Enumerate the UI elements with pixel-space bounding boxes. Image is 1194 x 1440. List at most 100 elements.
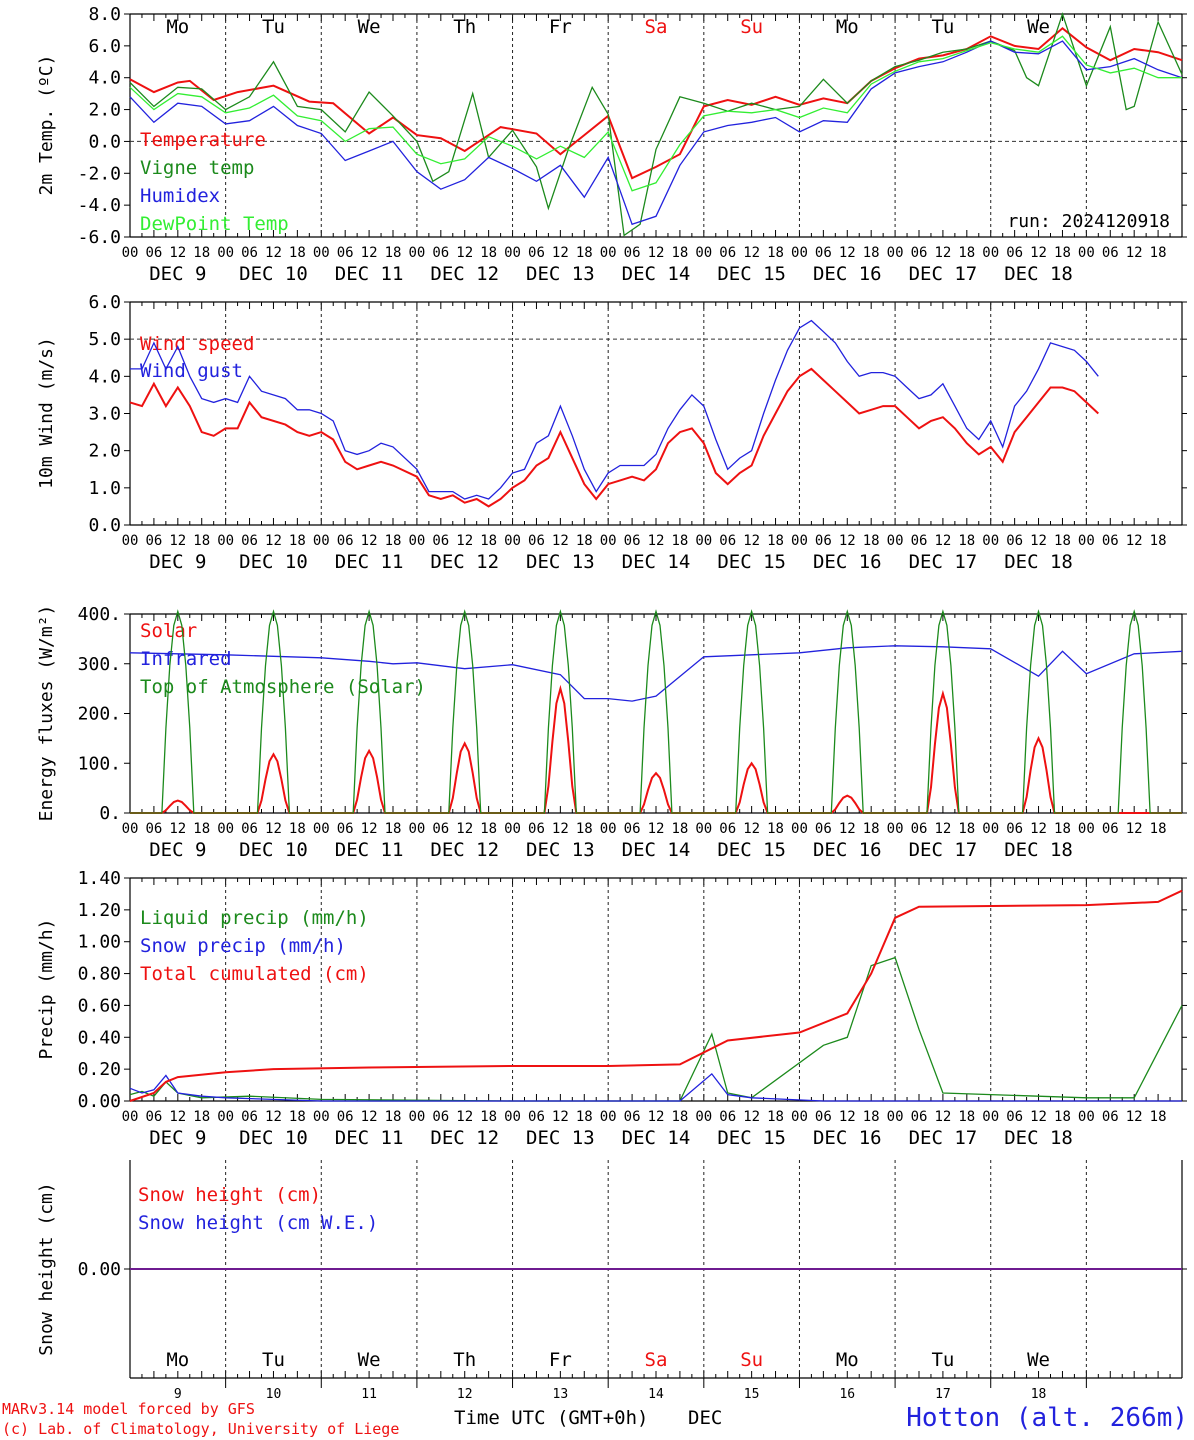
hour-tick-label: 00 — [887, 533, 904, 549]
panel-5: 0.00 Snow height (cm) Snow height (cm) Snow… — [36, 1160, 1187, 1402]
hour-tick-label: 12 — [1126, 533, 1143, 549]
hour-tick-label: 00 — [313, 1109, 330, 1125]
x-axis-unit: DEC — [688, 1407, 722, 1429]
day-name: Sa — [645, 16, 668, 38]
y-tick-label: 0.40 — [78, 1027, 121, 1048]
hour-tick-label: 00 — [695, 1109, 712, 1125]
date-label: DEC 13 — [526, 1127, 595, 1149]
hour-tick-label: 12 — [839, 245, 856, 261]
date-label: DEC 12 — [430, 839, 499, 861]
hour-tick-label: 12 — [1030, 821, 1047, 837]
hour-tick-label: 18 — [767, 821, 784, 837]
hour-tick-label: 06 — [719, 1109, 736, 1125]
hour-tick-label: 06 — [1006, 533, 1023, 549]
date-label: DEC 17 — [909, 1127, 978, 1149]
hour-tick-label: 18 — [1150, 1109, 1167, 1125]
hour-tick-label: 00 — [217, 1109, 234, 1125]
hour-tick-label: 18 — [1054, 1109, 1071, 1125]
hour-tick-label: 12 — [169, 245, 186, 261]
legend-entry: Snow height (cm W.E.) — [138, 1212, 378, 1234]
run-label: run: 2024120918 — [1007, 211, 1170, 232]
panel-1: -6.0 -4.0 -2.0 0.0 2.0 4.0 6.0 8.0 2m Temp. (ºC)… — [36, 4, 1187, 285]
series-line-liquid-precip-mm-h- — [129, 956, 1183, 1102]
hour-tick-label: 12 — [743, 1109, 760, 1125]
hour-tick-label: 18 — [193, 245, 210, 261]
hour-tick-label: 18 — [958, 245, 975, 261]
hour-tick-label: 12 — [839, 821, 856, 837]
hour-tick-label: 00 — [313, 821, 330, 837]
hour-tick-label: 18 — [576, 1109, 593, 1125]
series-line-vigne-temp — [129, 11, 1183, 237]
legend-entry: Humidex — [140, 185, 220, 207]
hour-tick-label: 06 — [815, 245, 832, 261]
model-credit-line1: MARv3.14 model forced by GFS — [2, 1400, 255, 1418]
hour-tick-label: 06 — [432, 245, 449, 261]
hour-tick-label: 06 — [815, 1109, 832, 1125]
legend-entry: Solar — [140, 620, 197, 642]
date-label: DEC 12 — [430, 263, 499, 285]
y-tick-label: 200. — [78, 704, 121, 725]
date-label: DEC 16 — [813, 839, 882, 861]
date-label: DEC 14 — [622, 839, 691, 861]
hour-tick-label: 06 — [241, 533, 258, 549]
date-label: DEC 11 — [335, 551, 404, 573]
hour-tick-label: 12 — [265, 245, 282, 261]
day-number: 18 — [1031, 1387, 1047, 1402]
hour-tick-label: 12 — [934, 245, 951, 261]
series-line-wind-gust — [130, 319, 1099, 500]
series-line-solar — [130, 684, 1182, 814]
hour-tick-label: 18 — [480, 245, 497, 261]
hour-tick-label: 06 — [1102, 821, 1119, 837]
hour-tick-label: 18 — [480, 821, 497, 837]
model-credit-line2: (c) Lab. of Climatology, University of L… — [2, 1420, 399, 1438]
hour-tick-label: 00 — [695, 245, 712, 261]
y-tick-label: 0. — [99, 803, 121, 824]
hour-tick-label: 18 — [385, 821, 402, 837]
day-number: 13 — [553, 1387, 569, 1402]
hour-tick-label: 00 — [600, 533, 617, 549]
hour-tick-label: 18 — [1054, 821, 1071, 837]
y-tick-label: 6.0 — [88, 36, 121, 57]
hour-tick-label: 12 — [648, 1109, 665, 1125]
hour-tick-label: 06 — [1006, 1109, 1023, 1125]
date-label: DEC 18 — [1004, 1127, 1073, 1149]
y-axis-label: 2m Temp. (ºC) — [36, 55, 57, 196]
day-name: We — [1027, 1349, 1050, 1371]
hour-tick-label: 00 — [504, 821, 521, 837]
date-label: DEC 10 — [239, 839, 308, 861]
y-tick-label: 4.0 — [88, 366, 121, 387]
hour-tick-label: 18 — [863, 821, 880, 837]
hour-tick-label: 12 — [552, 245, 569, 261]
day-number: 17 — [935, 1387, 951, 1402]
day-number: 10 — [266, 1387, 282, 1402]
day-name: Mo — [836, 1349, 859, 1371]
hour-tick-label: 12 — [1126, 1109, 1143, 1125]
hour-tick-label: 06 — [815, 821, 832, 837]
day-number: 11 — [361, 1387, 377, 1402]
hour-tick-label: 18 — [767, 1109, 784, 1125]
hour-tick-label: 18 — [1150, 245, 1167, 261]
date-label: DEC 18 — [1004, 551, 1073, 573]
series-line-dewpoint-temp — [129, 35, 1182, 192]
hour-tick-label: 06 — [719, 245, 736, 261]
day-name: Th — [453, 16, 476, 38]
series-line-total-cumulated-cm- — [129, 889, 1183, 1102]
hour-tick-label: 12 — [265, 533, 282, 549]
date-label: DEC 9 — [149, 1127, 206, 1149]
y-tick-label: 300. — [78, 654, 121, 675]
y-tick-label: 3.0 — [88, 404, 121, 425]
hour-tick-label: 06 — [624, 533, 641, 549]
hour-tick-label: 06 — [719, 533, 736, 549]
hour-tick-label: 12 — [743, 821, 760, 837]
y-tick-label: -2.0 — [78, 163, 121, 184]
hour-tick-label: 18 — [863, 533, 880, 549]
hour-tick-label: 00 — [408, 245, 425, 261]
y-tick-label: 6.0 — [88, 292, 121, 313]
date-label: DEC 16 — [813, 1127, 882, 1149]
series-line-top-of-atmosphere-solar- — [130, 609, 1182, 814]
hour-tick-label: 00 — [122, 821, 139, 837]
y-axis-label: Precip (mm/h) — [36, 919, 57, 1060]
hour-tick-label: 18 — [480, 533, 497, 549]
hour-tick-label: 12 — [648, 821, 665, 837]
